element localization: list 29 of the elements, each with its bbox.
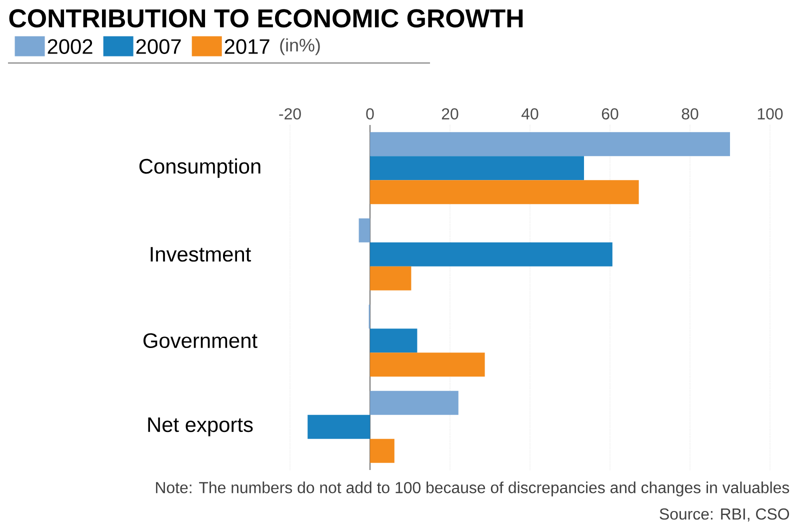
- x-tick-label: 0: [366, 108, 374, 120]
- legend-label: 2017: [224, 39, 270, 54]
- x-tick-label: 80: [682, 108, 698, 120]
- y-tick-label: Investment: [150, 247, 252, 262]
- x-tick-label: 40: [522, 108, 538, 120]
- text: (in%): [280, 38, 320, 56]
- x-tick-label: 20: [442, 108, 458, 120]
- bar: [370, 352, 485, 377]
- bar: [370, 390, 458, 415]
- bar: [370, 156, 584, 180]
- x-tick-label: -20: [279, 108, 301, 120]
- x-tick-label: 60: [602, 108, 618, 120]
- bar: [308, 414, 370, 439]
- bar: [370, 438, 394, 463]
- y-tick-label: Government: [143, 333, 258, 348]
- text: Note: The numbers do not add to 100 because of discrepancies and changes in valuables: [156, 482, 790, 496]
- bar: [370, 132, 730, 156]
- y-tick-label: Consumption: [139, 158, 260, 178]
- bar: [370, 328, 418, 353]
- legend-label: 2002: [48, 39, 92, 54]
- chart-title: CONTRIBUTION TO ECONOMIC GROWTH: [9, 9, 523, 28]
- bar: [370, 242, 612, 266]
- source-note: Source: RBI, CSO: [660, 508, 790, 522]
- bar: [370, 266, 412, 290]
- y-tick-label: Net exports: [148, 418, 253, 436]
- bar: [370, 180, 639, 204]
- legend-label: 2007: [136, 39, 181, 54]
- bar: [358, 218, 370, 242]
- x-tick-label: 100: [758, 108, 783, 120]
